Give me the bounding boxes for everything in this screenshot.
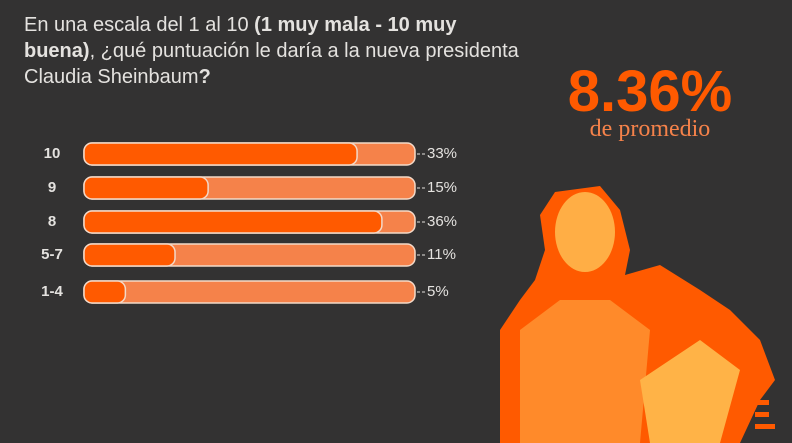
value-label: 11% bbox=[427, 246, 456, 263]
bar-track bbox=[83, 280, 416, 304]
value-label: 33% bbox=[427, 145, 457, 162]
title-part: En una escala del 1 al 10 bbox=[24, 14, 255, 36]
bar bbox=[83, 176, 209, 200]
category-label: 8 bbox=[48, 213, 56, 230]
title-part: , ¿qué puntuación le daría a la nueva pr… bbox=[24, 40, 519, 88]
value-label: 15% bbox=[427, 179, 457, 196]
category-label: 9 bbox=[48, 179, 56, 196]
bar bbox=[83, 210, 383, 234]
bar bbox=[83, 243, 176, 267]
title-part: (1 muy mala - 10 muy buena) bbox=[24, 14, 457, 62]
bar bbox=[83, 142, 358, 166]
title: En una escala del 1 al 10 (1 muy mala - … bbox=[24, 12, 524, 90]
body bbox=[520, 300, 650, 443]
face bbox=[555, 192, 615, 272]
logo bbox=[755, 412, 769, 417]
logo bbox=[755, 424, 775, 429]
title-part: ? bbox=[198, 66, 211, 88]
average-caption: de promedio bbox=[589, 116, 711, 142]
average-value: 8.36% bbox=[567, 59, 733, 124]
logo bbox=[755, 400, 769, 405]
podium bbox=[640, 340, 740, 443]
value-label: 36% bbox=[427, 213, 457, 230]
bar bbox=[83, 280, 127, 304]
category-label: 10 bbox=[44, 145, 61, 162]
value-label: 5% bbox=[427, 283, 449, 300]
category-label: 5-7 bbox=[41, 246, 63, 263]
category-label: 1-4 bbox=[41, 283, 63, 300]
photo bbox=[500, 186, 775, 443]
